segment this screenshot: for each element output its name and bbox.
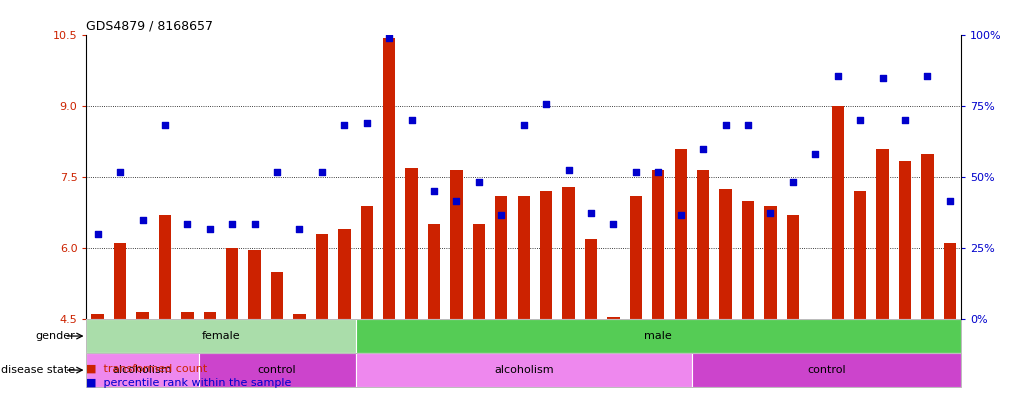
Bar bbox=[271, 272, 283, 319]
Bar bbox=[356, 353, 692, 387]
Point bbox=[897, 118, 913, 124]
Point bbox=[785, 179, 801, 185]
Point bbox=[605, 221, 621, 228]
Bar bbox=[697, 170, 709, 319]
Bar bbox=[787, 215, 799, 319]
Point bbox=[89, 231, 106, 237]
Point bbox=[717, 122, 733, 129]
Bar bbox=[944, 243, 956, 319]
Bar bbox=[114, 243, 126, 319]
Bar bbox=[652, 170, 664, 319]
Bar bbox=[451, 170, 463, 319]
Point bbox=[493, 212, 510, 218]
Point bbox=[763, 209, 779, 216]
Bar bbox=[315, 234, 328, 319]
Point bbox=[740, 122, 757, 129]
Point bbox=[426, 188, 442, 195]
Bar bbox=[198, 353, 356, 387]
Bar bbox=[383, 38, 396, 319]
Bar bbox=[226, 248, 238, 319]
Bar bbox=[607, 317, 619, 319]
Text: GDS4879 / 8168657: GDS4879 / 8168657 bbox=[86, 20, 214, 33]
Point bbox=[179, 221, 195, 228]
Point bbox=[448, 198, 465, 204]
Point bbox=[291, 226, 307, 232]
Bar bbox=[765, 206, 777, 319]
Bar bbox=[518, 196, 530, 319]
Point bbox=[134, 217, 151, 223]
Text: control: control bbox=[807, 365, 846, 375]
Point bbox=[852, 118, 869, 124]
Point bbox=[224, 221, 240, 228]
Point bbox=[942, 198, 958, 204]
Bar bbox=[181, 312, 193, 319]
Bar bbox=[921, 154, 934, 319]
Bar bbox=[562, 187, 575, 319]
Bar bbox=[630, 196, 642, 319]
Point bbox=[830, 72, 846, 79]
Text: disease state: disease state bbox=[1, 365, 75, 375]
Bar bbox=[136, 312, 148, 319]
Point bbox=[516, 122, 532, 129]
Text: gender: gender bbox=[36, 331, 75, 341]
Point bbox=[807, 151, 824, 157]
Bar bbox=[356, 319, 961, 353]
Point bbox=[157, 122, 173, 129]
Point bbox=[672, 212, 689, 218]
Point bbox=[583, 209, 599, 216]
Point bbox=[404, 118, 420, 124]
Text: alcoholism: alcoholism bbox=[494, 365, 553, 375]
Bar bbox=[406, 168, 418, 319]
Bar bbox=[473, 224, 485, 319]
Text: ■  transformed count: ■ transformed count bbox=[86, 364, 207, 374]
Text: female: female bbox=[201, 331, 240, 341]
Bar bbox=[86, 319, 356, 353]
Bar bbox=[692, 353, 961, 387]
Point bbox=[359, 120, 375, 126]
Bar bbox=[540, 191, 552, 319]
Bar bbox=[293, 314, 306, 319]
Point bbox=[560, 167, 577, 173]
Bar bbox=[203, 312, 216, 319]
Bar bbox=[339, 229, 351, 319]
Bar bbox=[495, 196, 507, 319]
Point bbox=[875, 75, 891, 81]
Point bbox=[337, 122, 353, 129]
Text: male: male bbox=[645, 331, 672, 341]
Text: control: control bbox=[257, 365, 296, 375]
Bar bbox=[674, 149, 686, 319]
Point bbox=[112, 169, 128, 176]
Point bbox=[471, 179, 487, 185]
Bar bbox=[92, 314, 104, 319]
Point bbox=[919, 72, 936, 79]
Point bbox=[246, 221, 262, 228]
Point bbox=[695, 146, 711, 152]
Bar bbox=[86, 353, 198, 387]
Point bbox=[314, 169, 331, 176]
Point bbox=[538, 101, 554, 107]
Bar bbox=[159, 215, 171, 319]
Bar bbox=[248, 250, 260, 319]
Bar bbox=[585, 239, 597, 319]
Point bbox=[201, 226, 218, 232]
Bar bbox=[899, 161, 911, 319]
Point bbox=[381, 35, 398, 41]
Text: alcoholism: alcoholism bbox=[113, 365, 172, 375]
Bar bbox=[361, 206, 373, 319]
Bar bbox=[719, 189, 732, 319]
Bar bbox=[877, 149, 889, 319]
Text: ■  percentile rank within the sample: ■ percentile rank within the sample bbox=[86, 378, 292, 388]
Bar bbox=[854, 191, 866, 319]
Point bbox=[627, 169, 644, 176]
Point bbox=[268, 169, 285, 176]
Bar bbox=[428, 224, 440, 319]
Point bbox=[650, 169, 666, 176]
Bar bbox=[741, 201, 755, 319]
Bar bbox=[832, 106, 844, 319]
